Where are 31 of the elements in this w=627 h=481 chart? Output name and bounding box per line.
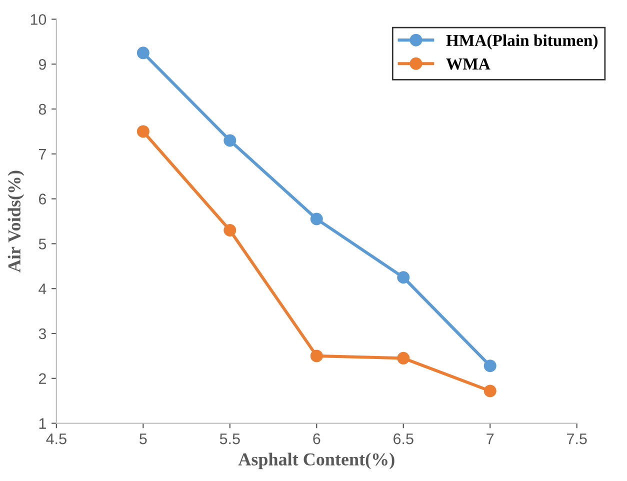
point (397, 352, 410, 364)
y-tick-label: 3 (38, 328, 46, 340)
y-tick-label: 1 (39, 418, 46, 429)
point (224, 134, 236, 147)
point (224, 224, 236, 236)
y-tick-label: 8 (38, 104, 46, 115)
legend-label: HMA(Plain bitumen) (446, 34, 598, 50)
x-tick-label: 6 (313, 433, 320, 444)
y-tick-label: 2 (38, 373, 46, 384)
point (310, 350, 323, 362)
x-tick-label: 5.5 (220, 434, 240, 444)
point (397, 271, 410, 284)
x-tick-label: 7.5 (567, 434, 587, 444)
point (136, 46, 150, 60)
y-tick-label: 5 (38, 238, 46, 250)
y-tick-label: 4 (38, 284, 46, 294)
y-tick-label: 10 (30, 14, 46, 25)
x-tick-label: 6.5 (394, 433, 414, 444)
x-tick-label: 4.5 (46, 434, 66, 444)
x-tick-label: 7 (486, 434, 494, 444)
legend-label: WMA (446, 58, 490, 70)
point (136, 125, 150, 138)
y-axis-title: Air Voids(%) (8, 170, 24, 272)
x-tick-label: 5 (140, 434, 147, 444)
x-axis-title: Asphalt Content(%) (238, 452, 394, 470)
point (484, 360, 496, 372)
y-tick-label: 9 (38, 59, 46, 70)
y-tick-label: 7 (38, 148, 46, 160)
point (310, 212, 323, 226)
y-tick-label: 6 (38, 194, 46, 204)
point (484, 384, 496, 398)
